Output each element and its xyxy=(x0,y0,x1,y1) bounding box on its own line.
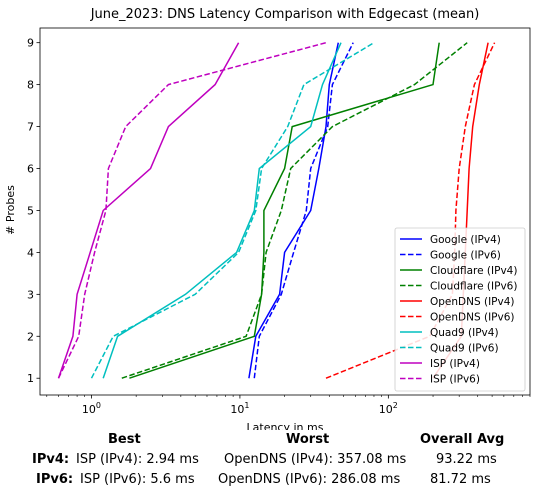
y-tick-label: 7 xyxy=(27,121,34,134)
x-tick-label: 102 xyxy=(379,401,398,416)
x-tick-label: 101 xyxy=(230,401,249,416)
y-tick-label: 2 xyxy=(27,330,34,343)
y-tick-label: 3 xyxy=(27,288,34,301)
legend-label: Cloudflare (IPv4) xyxy=(430,265,517,277)
legend-label: ISP (IPv6) xyxy=(430,374,480,386)
series-line-cloudflare-ipv4 xyxy=(129,42,440,379)
best-header: Best xyxy=(108,432,141,447)
y-tick-label: 8 xyxy=(27,79,34,92)
y-tick-label: 1 xyxy=(27,372,34,385)
series-line-quad9-ipv4 xyxy=(102,42,342,379)
latency-chart: June_2023: DNS Latency Comparison with E… xyxy=(4,7,531,430)
y-axis-label: # Probes xyxy=(4,185,17,235)
summary-stats: Best Worst Overall Avg IPv4: ISP (IPv4):… xyxy=(0,428,541,496)
legend-label: Google (IPv6) xyxy=(430,250,501,262)
plot-frame xyxy=(39,27,531,396)
y-tick-label: 4 xyxy=(27,246,34,259)
legend-label: Cloudflare (IPv6) xyxy=(430,281,517,293)
chart-title: June_2023: DNS Latency Comparison with E… xyxy=(90,7,480,22)
best-ipv6: ISP (IPv6): 5.6 ms xyxy=(80,472,195,487)
legend: Google (IPv4) Google (IPv6) Cloudflare (IP… xyxy=(394,227,526,392)
series-line-isp-ipv6 xyxy=(57,41,327,379)
series-line-isp-ipv4 xyxy=(57,42,240,379)
row-label-ipv6: IPv6: xyxy=(36,472,74,487)
x-axis: 100 101 102 xyxy=(46,395,531,416)
series-line-quad9-ipv6 xyxy=(90,42,375,379)
row-label-ipv4: IPv4: xyxy=(32,452,70,467)
y-tick-label: 6 xyxy=(27,163,34,176)
legend-box xyxy=(394,227,526,392)
avg-ipv6: 81.72 ms xyxy=(430,472,491,487)
y-tick-label: 5 xyxy=(27,204,34,217)
avg-ipv4: 93.22 ms xyxy=(436,452,497,467)
legend-label: OpenDNS (IPv4) xyxy=(430,296,515,308)
series-line-opendns-ipv6 xyxy=(325,42,496,379)
legend-label: Quad9 (IPv6) xyxy=(430,343,499,355)
best-ipv4: ISP (IPv4): 2.94 ms xyxy=(76,452,199,467)
worst-header: Worst xyxy=(286,432,330,447)
series-line-google-ipv4 xyxy=(248,42,340,379)
x-axis-label: Latency in ms xyxy=(247,421,324,430)
series-line-google-ipv6 xyxy=(253,42,354,379)
legend-label: Quad9 (IPv4) xyxy=(430,327,499,339)
avg-header: Overall Avg xyxy=(420,432,505,447)
x-tick-label: 100 xyxy=(82,401,101,416)
worst-ipv4: OpenDNS (IPv4): 357.08 ms xyxy=(224,452,407,467)
worst-ipv6: OpenDNS (IPv6): 286.08 ms xyxy=(218,472,401,487)
legend-label: ISP (IPv4) xyxy=(430,358,480,370)
y-tick-label: 9 xyxy=(27,37,34,50)
legend-label: OpenDNS (IPv6) xyxy=(430,312,515,324)
y-axis: 1 2 3 4 5 6 7 8 9 xyxy=(27,37,40,385)
series-line-cloudflare-ipv6 xyxy=(121,42,468,379)
legend-label: Google (IPv4) xyxy=(430,234,501,246)
